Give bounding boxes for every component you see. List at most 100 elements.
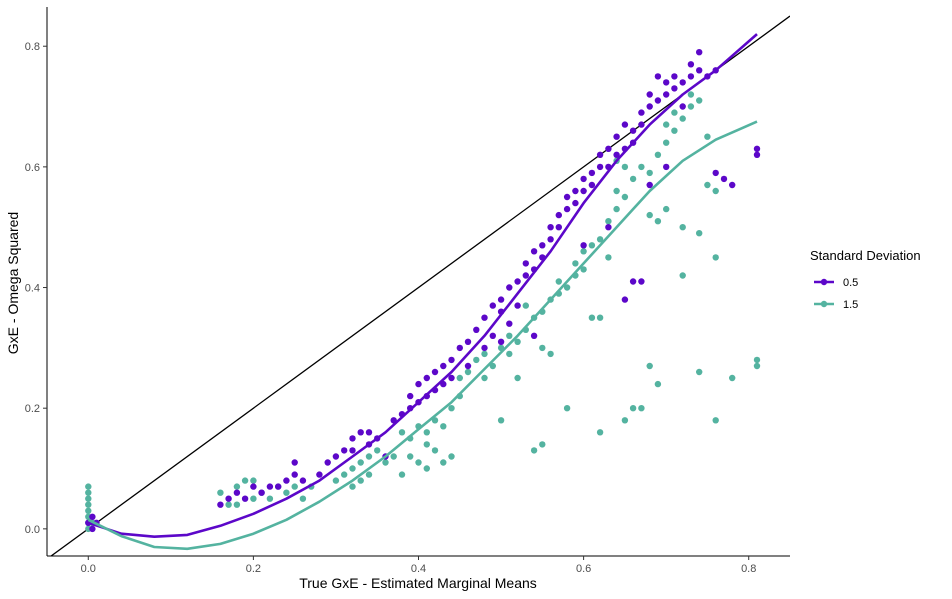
data-point [341,447,348,454]
data-point [299,477,307,484]
data-point [663,205,670,213]
data-point [497,296,505,303]
data-point [514,374,521,382]
plot-area [50,15,790,556]
data-point [654,73,662,80]
data-point [514,338,521,345]
y-tick-label: 0.2 [25,403,40,415]
data-point [415,380,422,388]
y-tick-label: 0.0 [25,524,40,536]
data-point [596,163,604,171]
data-point [217,489,224,496]
data-point [440,362,447,370]
data-point [679,272,686,279]
data-point [547,224,554,231]
data-point [654,218,662,225]
data-point [365,471,373,478]
data-point [349,465,356,472]
data-point [555,211,562,219]
series-1-5 [85,91,761,533]
data-point [423,429,430,436]
data-point [431,368,439,376]
data-point [89,525,96,533]
data-point [580,248,587,255]
data-point [646,169,653,177]
data-point [729,181,736,189]
data-point [407,453,414,460]
data-point [481,344,488,352]
legend-key-point [820,278,828,286]
data-point [671,85,678,92]
data-point [357,459,364,466]
data-point [696,368,703,376]
data-point [663,139,670,146]
data-point [415,459,422,466]
data-point [233,489,241,496]
data-point [522,302,529,309]
x-tick-label: 0.4 [411,563,426,575]
data-point [456,374,463,382]
data-point [621,163,629,171]
data-point [679,103,686,110]
data-point [357,477,364,484]
data-point [489,362,496,370]
data-point [596,429,604,436]
data-point [663,79,670,86]
data-point [539,441,546,448]
data-point [464,368,472,376]
data-point [332,477,340,484]
data-point [241,495,249,502]
data-point [497,417,505,424]
y-tick-label: 0.8 [25,41,40,53]
data-point [316,471,323,478]
data-point [530,447,538,454]
data-point [423,465,430,472]
data-point [753,362,761,370]
data-point [299,495,307,502]
data-point [423,374,430,382]
data-point [250,477,257,484]
data-point [390,453,397,460]
data-point [530,332,538,339]
data-point [225,501,232,508]
data-point [349,435,356,442]
data-point [324,459,331,466]
data-point [654,151,662,158]
data-point [431,447,439,454]
y-axis-title: GxE - Omega Squared [5,212,21,354]
data-point [85,495,92,502]
data-point [679,79,686,86]
data-point [687,91,695,98]
data-point [613,151,620,158]
y-tick-label: 0.6 [25,162,40,174]
data-point [448,453,455,460]
data-point [473,326,480,333]
data-point [514,278,521,285]
data-point [563,193,571,201]
data-point [654,380,662,388]
data-point [753,145,761,152]
data-point [687,61,695,68]
data-point [621,193,629,201]
data-point [489,332,496,339]
legend-label: 0.5 [843,277,858,289]
data-point [555,224,562,231]
data-point [539,344,546,352]
data-point [547,350,554,358]
y-tick-label: 0.4 [25,283,40,295]
data-point [563,405,571,412]
data-point [506,284,513,291]
data-point [704,133,711,140]
data-point [481,374,488,382]
series-0-5 [85,49,761,533]
data-point [250,495,257,502]
data-point [266,495,274,502]
data-point [621,121,629,128]
data-point [696,230,703,237]
data-point [580,187,587,195]
data-point [522,260,529,267]
data-point [266,483,274,490]
data-point [489,302,496,309]
data-point [349,483,356,490]
